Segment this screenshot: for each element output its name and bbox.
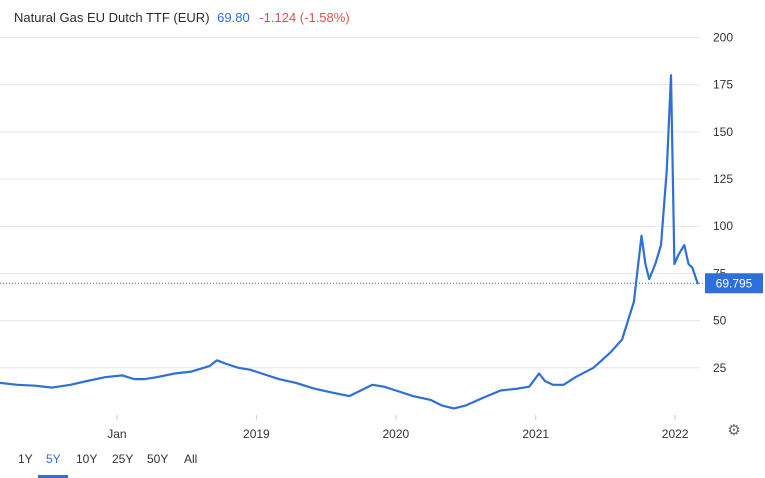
price-change: -1.124 (-1.58%) [259,10,350,25]
series-line [0,74,699,410]
range-button-5y[interactable]: 5Y [46,452,61,466]
price-chart[interactable]: 255075100125150175200Jan2019202020212022… [0,0,765,448]
y-tick-label: 50 [713,314,727,328]
x-tick-label: Jan [107,427,126,441]
y-tick-label: 100 [713,219,733,233]
x-tick-label: 2021 [522,427,549,441]
y-tick-label: 125 [713,172,733,186]
chart-title: Natural Gas EU Dutch TTF (EUR) 69.80 -1.… [14,10,350,25]
range-selector: 1Y 5Y 10Y 25Y 50Y All [0,448,300,478]
y-tick-label: 200 [713,30,733,44]
range-button-all[interactable]: All [184,452,198,466]
y-tick-label: 25 [713,361,727,375]
gear-icon[interactable]: ⚙ [727,422,741,439]
range-button-50y[interactable]: 50Y [147,452,169,466]
x-tick-label: 2020 [382,427,409,441]
last-price: 69.80 [217,10,250,25]
y-tick-label: 150 [713,125,733,139]
range-button-1y[interactable]: 1Y [18,452,33,466]
current-value-label: 69.795 [716,277,753,291]
instrument-name: Natural Gas EU Dutch TTF (EUR) [14,10,210,25]
current-value-badge [705,273,763,294]
y-tick-label: 175 [713,78,733,92]
range-button-25y[interactable]: 25Y [112,452,134,466]
x-tick-label: 2019 [243,427,270,441]
range-button-10y[interactable]: 10Y [76,452,98,466]
active-range-underline [38,475,68,478]
x-tick-label: 2022 [662,427,689,441]
